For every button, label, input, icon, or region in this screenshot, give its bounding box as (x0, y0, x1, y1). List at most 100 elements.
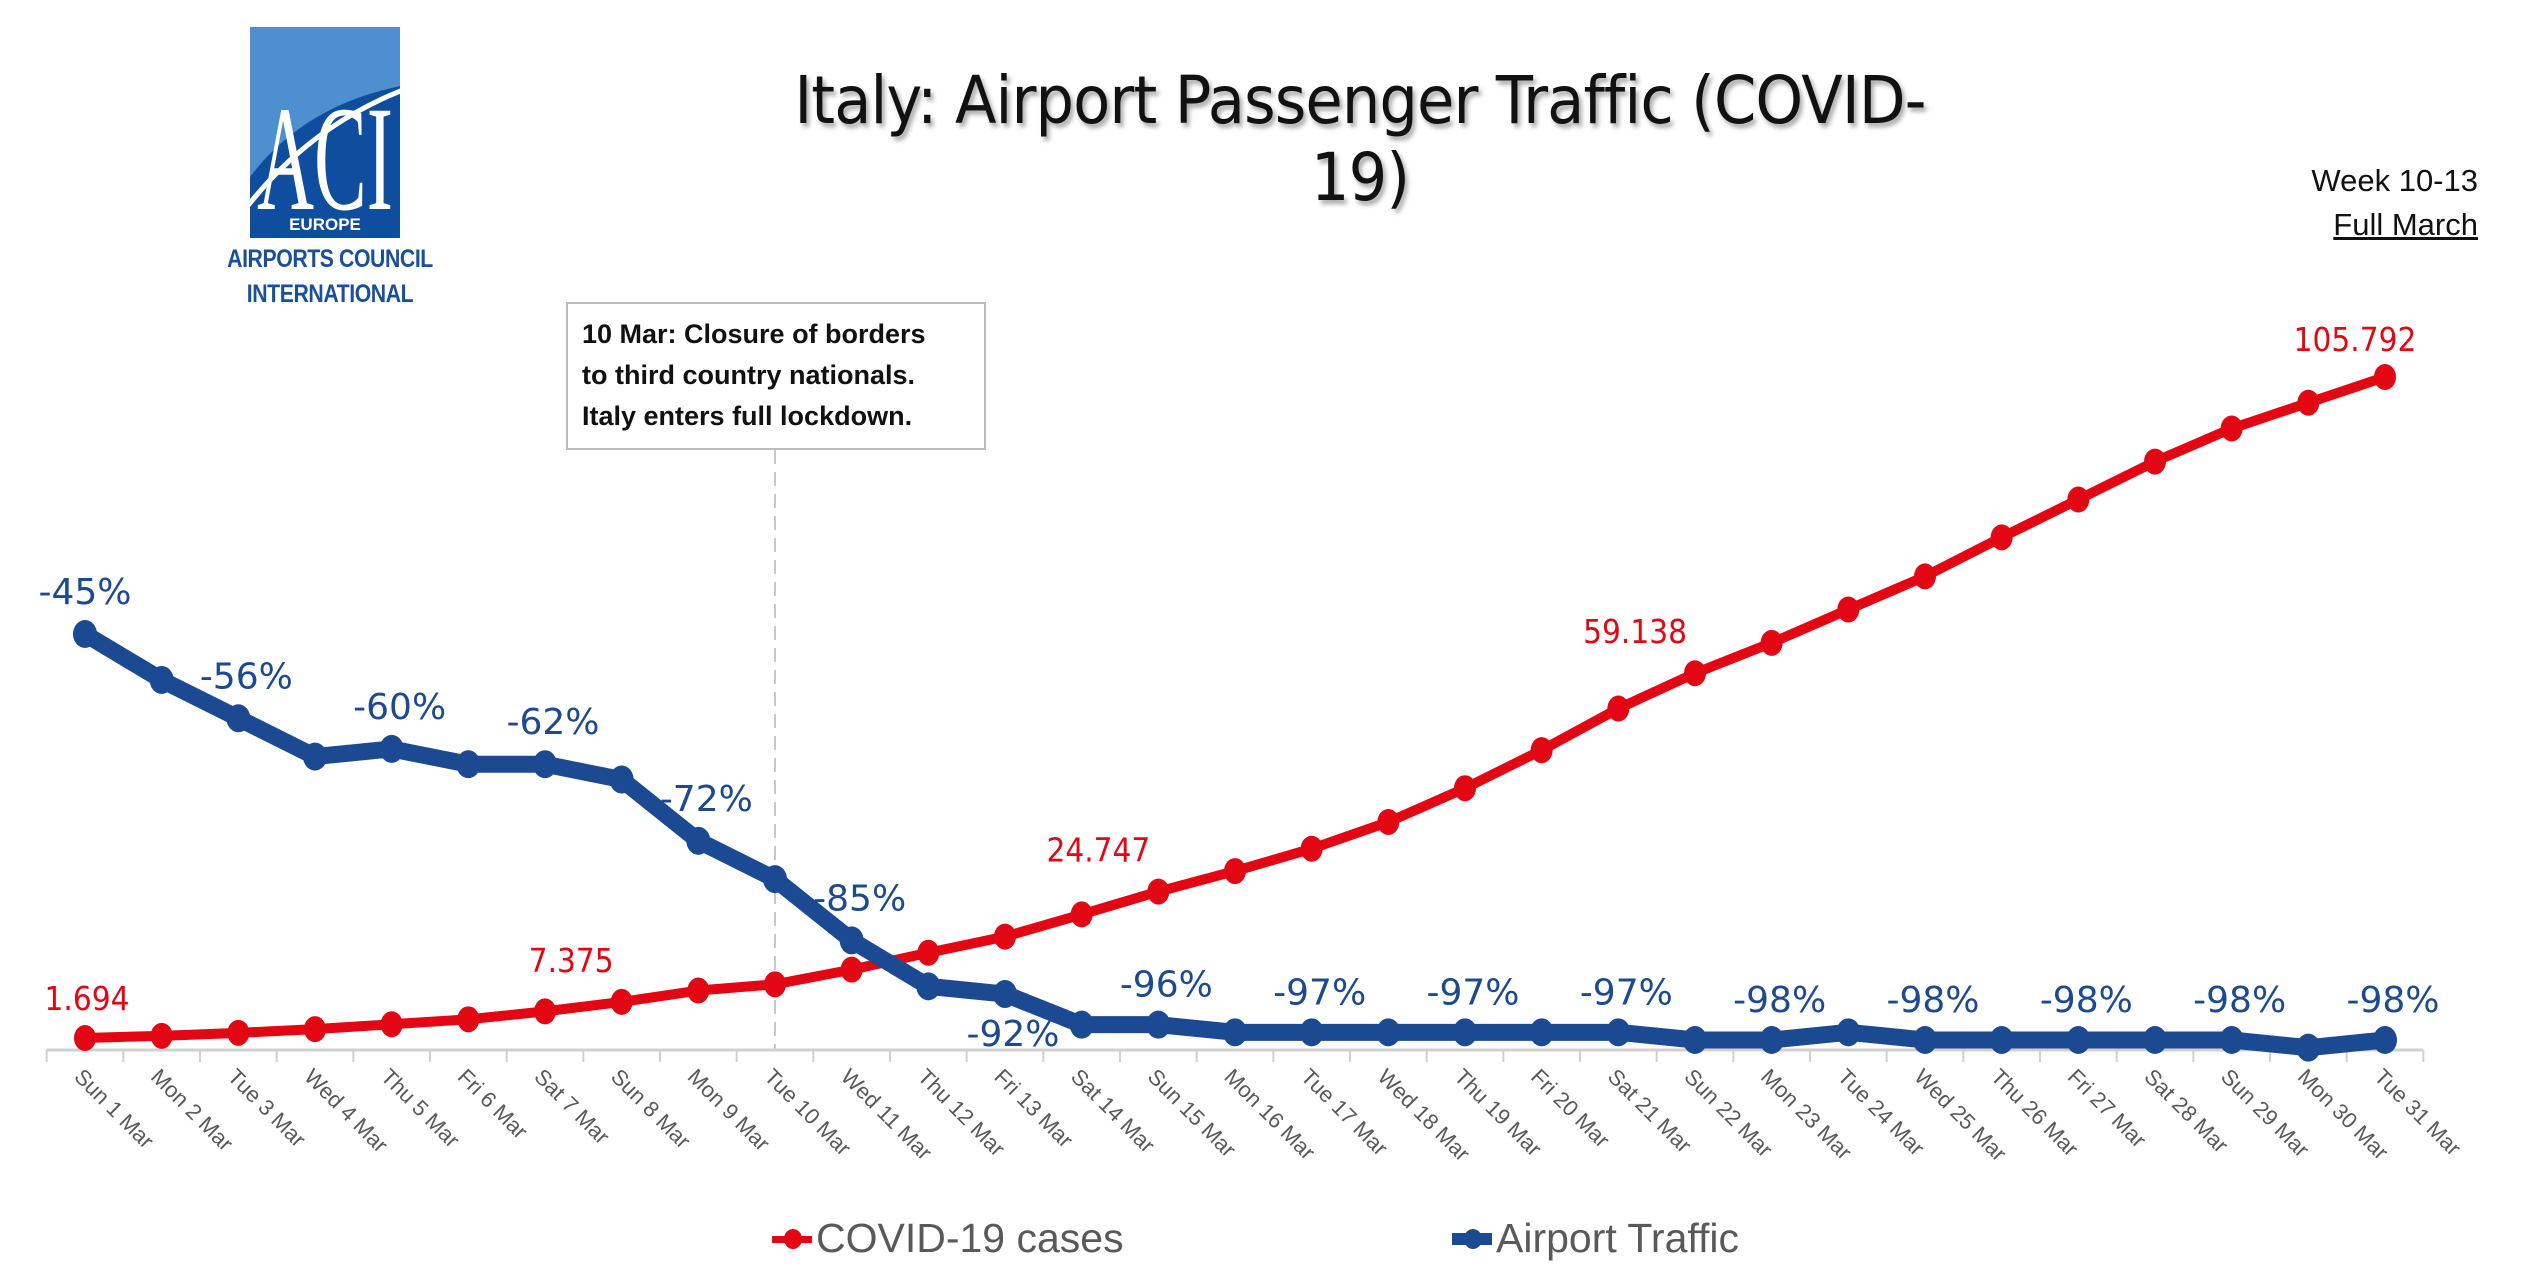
traffic-data-labels: -45% -56% -60% -62% -72% -85% -92% -96% -97% -97%… (38, 572, 2439, 1055)
annotation-line-3: Italy enters full lockdown. (582, 401, 913, 431)
annotation-box: 10 Mar: Closure of borders to third coun… (566, 302, 986, 450)
data-point (304, 1016, 326, 1043)
data-point (1147, 878, 1170, 905)
legend-marker-blue-icon (1452, 1228, 1492, 1249)
aci-europe-logo: ACI EUROPE (250, 27, 400, 238)
data-point (1224, 858, 1246, 885)
data-point (2297, 389, 2320, 416)
data-point (1453, 1018, 1477, 1047)
data-point (1606, 1018, 1631, 1047)
covid-data-label: 1.694 (45, 979, 130, 1018)
traffic-data-label: -97% (1580, 972, 1673, 1013)
data-point (840, 956, 863, 983)
data-point (149, 665, 174, 694)
data-point (686, 826, 711, 855)
data-point (839, 926, 864, 955)
data-point (1376, 1018, 1401, 1047)
traffic-data-label: -98% (1886, 980, 1979, 1021)
traffic-data-label: -85% (813, 878, 906, 919)
covid-data-label: 24.747 (1046, 831, 1150, 870)
data-point (1913, 1026, 1937, 1054)
data-point (2219, 1026, 2244, 1054)
legend-label-traffic: Airport Traffic (1496, 1215, 1740, 1261)
data-point (610, 988, 633, 1015)
traffic-data-label: -96% (1120, 965, 1213, 1006)
data-point (1069, 1010, 1094, 1039)
data-point (1760, 629, 1783, 656)
legend-item-covid[interactable]: COVID-19 cases (772, 1215, 1124, 1262)
traffic-data-label: -97% (1273, 972, 1366, 1013)
data-point (1146, 1010, 1171, 1039)
data-point (2066, 1026, 2091, 1054)
traffic-data-label: -98% (2040, 980, 2133, 1021)
data-point (2067, 486, 2090, 513)
legend-label-covid: COVID-19 cases (816, 1215, 1124, 1261)
data-point (1070, 901, 1093, 928)
data-point (1759, 1026, 1784, 1054)
data-point (2143, 1026, 2167, 1054)
data-point (1837, 596, 1860, 623)
traffic-data-label: -97% (1426, 972, 1519, 1013)
data-point (1836, 1018, 1861, 1047)
data-point (1529, 1018, 1554, 1047)
logo-org-line2: INTERNATIONAL (246, 280, 414, 308)
data-point (1530, 737, 1553, 764)
data-point (1300, 835, 1323, 862)
data-point (763, 865, 787, 894)
data-point (1683, 1026, 1707, 1054)
x-tick-label: Mon 2 Mar (146, 1064, 238, 1156)
covid-data-label: 105.792 (2294, 320, 2417, 359)
x-axis-ticks (45, 1050, 2425, 1062)
x-tick-label: Sun 1 Mar (69, 1064, 158, 1153)
data-point (2220, 415, 2243, 442)
covid-data-label: 59.138 (1583, 612, 1687, 651)
data-point (764, 971, 786, 998)
covid-data-label: 7.375 (529, 941, 614, 980)
data-point (1223, 1018, 1247, 1047)
legend-marker-red-icon (772, 1228, 812, 1249)
data-point (533, 750, 557, 779)
data-point (2374, 364, 2396, 390)
data-point (1914, 563, 1936, 590)
data-point (1684, 660, 1706, 687)
data-point (1454, 775, 1476, 802)
data-point (1377, 808, 1400, 835)
data-point (2296, 1033, 2321, 1062)
traffic-data-label: -56% (200, 656, 293, 697)
traffic-data-label: -45% (38, 572, 131, 613)
logo-region: EUROPE (289, 215, 361, 234)
data-point (380, 1011, 403, 1038)
data-point (1607, 695, 1630, 722)
traffic-data-label: -60% (353, 687, 446, 728)
logo-dark-band (250, 86, 400, 238)
traffic-data-label: -98% (2193, 980, 2286, 1021)
data-point (74, 1025, 96, 1051)
chart-title: Italy: Airport Passenger Traffic (COVID-… (794, 62, 1926, 216)
traffic-data-label: -98% (1733, 980, 1826, 1021)
data-point (2144, 448, 2166, 475)
x-tick-label: Mon 9 Mar (683, 1064, 775, 1156)
data-point (916, 972, 941, 1001)
period-label: Full March (2333, 207, 2478, 242)
traffic-data-label: -92% (966, 1014, 1059, 1055)
traffic-data-label: -72% (660, 779, 753, 820)
covid-data-labels: 1.694 7.375 24.747 59.138 105.792 (45, 320, 2417, 1018)
data-point (73, 620, 97, 648)
data-point (994, 923, 1016, 950)
traffic-data-label: -98% (2346, 980, 2439, 1021)
data-point (2373, 1026, 2397, 1054)
data-point (303, 742, 327, 771)
data-point (457, 1006, 480, 1033)
series-airport-traffic (73, 620, 2397, 1062)
x-tick-label: Sun 8 Mar (606, 1064, 695, 1153)
data-point (1989, 1026, 2014, 1054)
annotation-line-1: 10 Mar: Closure of borders (582, 319, 926, 349)
data-point (456, 750, 481, 779)
legend-item-traffic[interactable]: Airport Traffic (1452, 1215, 1739, 1262)
data-point (227, 1019, 250, 1046)
data-point (917, 939, 940, 966)
x-tick-label: Fri 6 Mar (453, 1064, 533, 1144)
data-point (1299, 1018, 1324, 1047)
annotation-line-2: to third country nationals. (582, 360, 916, 390)
